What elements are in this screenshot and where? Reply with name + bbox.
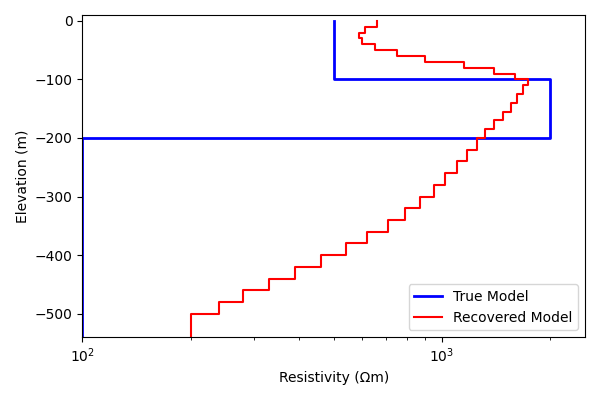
True Model — [330, 77, 337, 82]
Recovered Model — [491, 65, 498, 70]
Recovered Model — [291, 264, 298, 269]
Y-axis label: Elevation (m): Elevation (m) — [15, 129, 29, 223]
Line: Recovered Model: Recovered Model — [191, 21, 529, 337]
True Model — [79, 136, 86, 140]
True Model — [547, 77, 554, 82]
True Model — [330, 18, 337, 23]
Recovered Model — [356, 30, 363, 35]
Recovered Model — [187, 335, 194, 340]
True Model — [79, 335, 86, 340]
X-axis label: Resistivity (Ωm): Resistivity (Ωm) — [278, 371, 389, 385]
Recovered Model — [373, 18, 380, 23]
Recovered Model — [364, 241, 371, 246]
Legend: True Model, Recovered Model: True Model, Recovered Model — [409, 284, 578, 330]
True Model — [547, 136, 554, 140]
True Model — [79, 335, 86, 340]
Recovered Model — [453, 171, 460, 176]
Line: True Model: True Model — [82, 21, 550, 337]
Recovered Model — [463, 147, 470, 152]
